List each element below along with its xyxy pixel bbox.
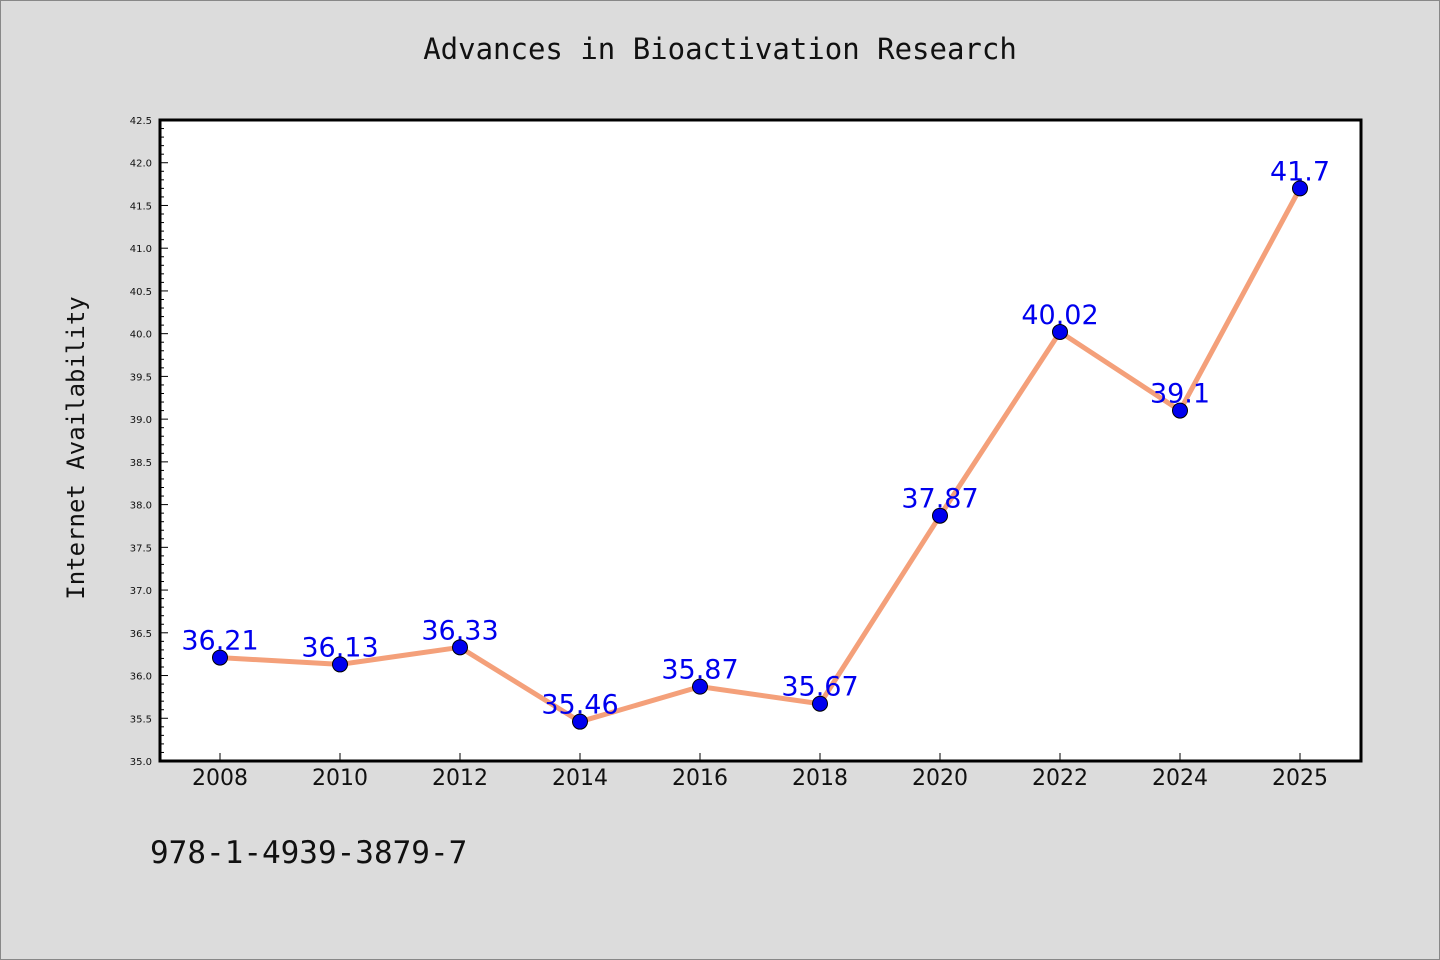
isbn-text: 978-1-4939-3879-7 bbox=[150, 835, 468, 871]
x-tick-label: 2024 bbox=[1152, 766, 1208, 791]
data-point bbox=[452, 639, 468, 656]
x-tick-label: 2010 bbox=[312, 766, 368, 791]
x-tick-label: 2018 bbox=[792, 766, 848, 791]
y-tick-label: 37.0 bbox=[130, 586, 152, 597]
y-tick-label: 42.5 bbox=[130, 116, 152, 127]
x-tick-label: 2014 bbox=[552, 766, 608, 791]
data-point bbox=[812, 695, 828, 712]
data-point bbox=[692, 678, 708, 695]
data-label: 39.1 bbox=[1150, 379, 1210, 410]
data-point bbox=[572, 713, 588, 730]
chart-title: Advances in Bioactivation Research bbox=[423, 32, 1017, 66]
data-point bbox=[1172, 402, 1188, 419]
y-tick-label: 39.5 bbox=[130, 372, 152, 383]
data-point bbox=[932, 507, 948, 524]
data-label: 35.46 bbox=[541, 690, 618, 721]
x-tick-label: 2008 bbox=[192, 766, 248, 791]
data-label: 41.7 bbox=[1270, 156, 1330, 187]
data-point bbox=[332, 656, 348, 673]
series-line bbox=[219, 187, 1303, 725]
y-tick-label: 36.0 bbox=[130, 672, 152, 683]
data-point bbox=[1052, 323, 1068, 340]
x-tick-label: 2025 bbox=[1272, 766, 1328, 791]
data-label: 37.87 bbox=[901, 484, 978, 515]
y-tick-label: 39.0 bbox=[130, 415, 152, 426]
y-tick-label: 42.0 bbox=[130, 159, 152, 170]
y-tick-label: 38.5 bbox=[130, 458, 152, 469]
y-tick-label: 36.5 bbox=[130, 629, 152, 640]
y-tick-label: 35.0 bbox=[130, 757, 152, 768]
plot-border bbox=[158, 118, 1363, 763]
y-tick-label: 37.5 bbox=[130, 543, 152, 554]
x-tick-label: 2020 bbox=[912, 766, 968, 791]
data-label: 36.13 bbox=[301, 632, 378, 663]
x-tick-label: 2016 bbox=[672, 766, 728, 791]
x-tick-label: 2022 bbox=[1032, 766, 1088, 791]
data-label: 40.02 bbox=[1021, 300, 1098, 331]
y-tick-label: 40.5 bbox=[130, 287, 152, 298]
data-label: 35.87 bbox=[661, 655, 738, 686]
data-label: 35.67 bbox=[781, 672, 858, 703]
y-tick-label: 41.5 bbox=[130, 201, 152, 212]
y-tick-label: 41.0 bbox=[130, 244, 152, 255]
y-tick-label: 35.5 bbox=[130, 714, 152, 725]
data-point bbox=[212, 649, 228, 666]
data-label: 36.33 bbox=[421, 615, 498, 646]
y-tick-label: 40.0 bbox=[130, 330, 152, 341]
y-tick-label: 38.0 bbox=[130, 501, 152, 512]
x-tick-label: 2012 bbox=[432, 766, 488, 791]
data-label: 36.21 bbox=[181, 626, 258, 657]
data-point bbox=[1292, 180, 1308, 197]
plot-area bbox=[160, 120, 1361, 761]
